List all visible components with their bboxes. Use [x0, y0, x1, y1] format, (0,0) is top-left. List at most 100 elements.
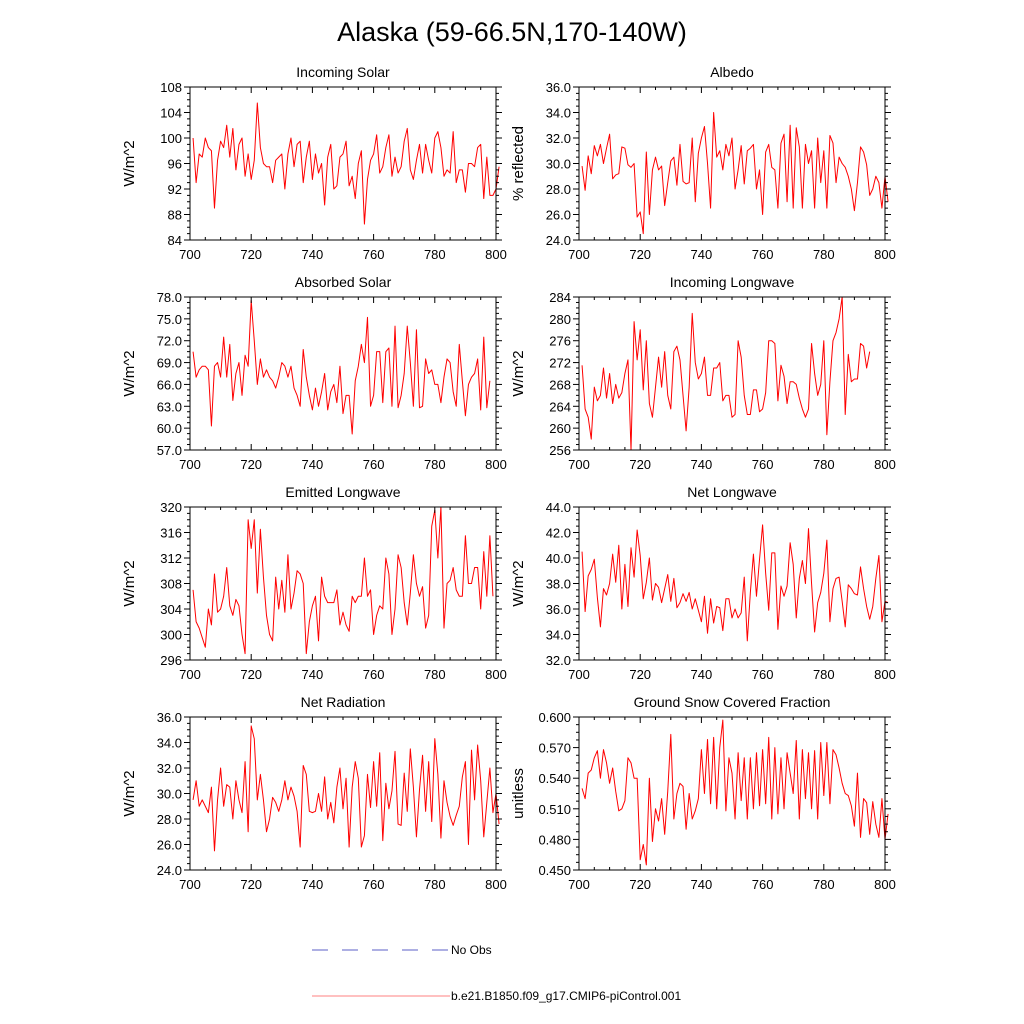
- y-tick-label: 0.450: [538, 863, 571, 878]
- y-tick-label: 256: [549, 443, 571, 458]
- y-tick-label: 63.0: [157, 399, 182, 414]
- x-tick-label: 720: [629, 457, 651, 472]
- x-tick-label: 760: [363, 667, 385, 682]
- x-tick-label: 700: [568, 247, 590, 262]
- y-tick-label: 312: [160, 551, 182, 566]
- y-axis-label-net-longwave: W/m^2: [510, 560, 527, 606]
- x-tick-label: 780: [813, 457, 835, 472]
- y-tick-label: 296: [160, 653, 182, 668]
- y-tick-label: 36.0: [546, 602, 571, 617]
- x-tick-label: 800: [485, 247, 507, 262]
- x-tick-label: 720: [629, 877, 651, 892]
- x-tick-label: 760: [363, 877, 385, 892]
- series-line-ground-snow-covered-fraction: [581, 719, 889, 866]
- figure-title: Alaska (59-66.5N,170-140W): [337, 17, 687, 47]
- y-tick-label: 0.480: [538, 832, 571, 847]
- series-line-emitted-longwave: [192, 506, 494, 655]
- x-tick-label: 700: [179, 457, 201, 472]
- plot-frame-net-radiation: [189, 716, 497, 871]
- y-tick-label: 100: [160, 131, 182, 146]
- panel-emitted-longwave: 700 720 740 760 780 800 296 300 304 308 312 316 320 E…: [121, 484, 507, 682]
- panel-net-longwave: 700 720 740 760 780 800 32.0 34.0 36.0 38.0 40.0 42…: [510, 484, 896, 682]
- y-tick-label: 104: [160, 106, 182, 121]
- x-tick-label: 740: [302, 247, 324, 262]
- panel-title-net-radiation: Net Radiation: [301, 694, 386, 710]
- y-tick-label: 88: [168, 208, 182, 223]
- y-tick-label: 316: [160, 526, 182, 541]
- legend-model-label: b.e21.B1850.f09_g17.CMIP6-piControl.001: [451, 989, 681, 1003]
- x-tick-label: 780: [424, 877, 446, 892]
- y-tick-label: 304: [160, 602, 182, 617]
- x-tick-label: 760: [752, 247, 774, 262]
- x-tick-label: 780: [813, 247, 835, 262]
- y-tick-label: 0.570: [538, 741, 571, 756]
- x-tick-label: 700: [179, 877, 201, 892]
- legend-no-obs-label: No Obs: [451, 943, 492, 957]
- x-tick-label: 720: [629, 247, 651, 262]
- x-tick-label: 720: [240, 247, 262, 262]
- x-tick-label: 700: [568, 877, 590, 892]
- y-tick-label: 272: [549, 356, 571, 371]
- x-tick-label: 780: [813, 667, 835, 682]
- panel-incoming-longwave: 700 720 740 760 780 800 256 260 264 268 272 276 280 2…: [510, 274, 896, 472]
- y-tick-label: 300: [160, 628, 182, 643]
- x-tick-label: 720: [240, 667, 262, 682]
- y-axis-label-absorbed-solar: W/m^2: [121, 350, 138, 396]
- panel-title-ground-snow-covered-fraction: Ground Snow Covered Fraction: [634, 694, 831, 710]
- y-tick-label: 30.0: [546, 157, 571, 172]
- panel-net-radiation: 700 720 740 760 780 800 24.0 26.0 28.0 30.0 32.0 34…: [121, 694, 507, 892]
- x-tick-label: 760: [752, 457, 774, 472]
- y-tick-label: 36.0: [546, 80, 571, 95]
- x-tick-label: 800: [485, 457, 507, 472]
- y-tick-label: 69.0: [157, 356, 182, 371]
- y-axis-label-incoming-longwave: W/m^2: [510, 350, 527, 396]
- y-tick-label: 284: [549, 290, 571, 305]
- x-tick-label: 760: [363, 247, 385, 262]
- x-tick-label: 700: [568, 667, 590, 682]
- panel-title-absorbed-solar: Absorbed Solar: [295, 274, 392, 290]
- x-tick-label: 740: [691, 457, 713, 472]
- x-tick-label: 780: [424, 247, 446, 262]
- y-tick-label: 34.0: [546, 106, 571, 121]
- y-tick-label: 24.0: [157, 863, 182, 878]
- y-tick-label: 34.0: [546, 628, 571, 643]
- y-axis-label-ground-snow-covered-fraction: unitless: [510, 768, 527, 819]
- x-tick-label: 780: [424, 457, 446, 472]
- y-tick-label: 26.0: [157, 838, 182, 853]
- y-tick-label: 57.0: [157, 443, 182, 458]
- x-tick-label: 740: [302, 667, 324, 682]
- y-tick-label: 28.0: [546, 182, 571, 197]
- x-tick-label: 740: [691, 667, 713, 682]
- plot-frame-net-longwave: [578, 506, 886, 661]
- x-tick-label: 760: [752, 877, 774, 892]
- y-tick-label: 0.510: [538, 802, 571, 817]
- y-tick-label: 72.0: [157, 334, 182, 349]
- x-tick-label: 780: [424, 667, 446, 682]
- x-tick-label: 760: [363, 457, 385, 472]
- legend: No Obs b.e21.B1850.f09_g17.CMIP6-piContr…: [312, 943, 681, 1003]
- y-tick-label: 32.0: [157, 761, 182, 776]
- y-tick-label: 308: [160, 577, 182, 592]
- x-tick-label: 740: [691, 877, 713, 892]
- x-tick-label: 800: [874, 667, 896, 682]
- y-tick-label: 32.0: [546, 131, 571, 146]
- panel-title-emitted-longwave: Emitted Longwave: [285, 484, 400, 500]
- y-tick-label: 264: [549, 399, 571, 414]
- y-tick-label: 108: [160, 80, 182, 95]
- y-tick-label: 24.0: [546, 233, 571, 248]
- y-tick-label: 268: [549, 377, 571, 392]
- y-tick-label: 32.0: [546, 653, 571, 668]
- x-tick-label: 700: [568, 457, 590, 472]
- panel-title-incoming-longwave: Incoming Longwave: [670, 274, 795, 290]
- x-tick-label: 740: [302, 457, 324, 472]
- y-tick-label: 96: [168, 157, 182, 172]
- panel-absorbed-solar: 700 720 740 760 780 800 57.0 60.0 63.0 66.0 69.0 72…: [121, 274, 507, 472]
- y-tick-label: 30.0: [157, 787, 182, 802]
- x-tick-label: 760: [752, 667, 774, 682]
- y-axis-label-albedo: % reflected: [510, 126, 527, 201]
- y-axis-label-incoming-solar: W/m^2: [121, 140, 138, 186]
- y-tick-label: 66.0: [157, 377, 182, 392]
- x-tick-label: 720: [240, 457, 262, 472]
- y-tick-label: 28.0: [157, 812, 182, 827]
